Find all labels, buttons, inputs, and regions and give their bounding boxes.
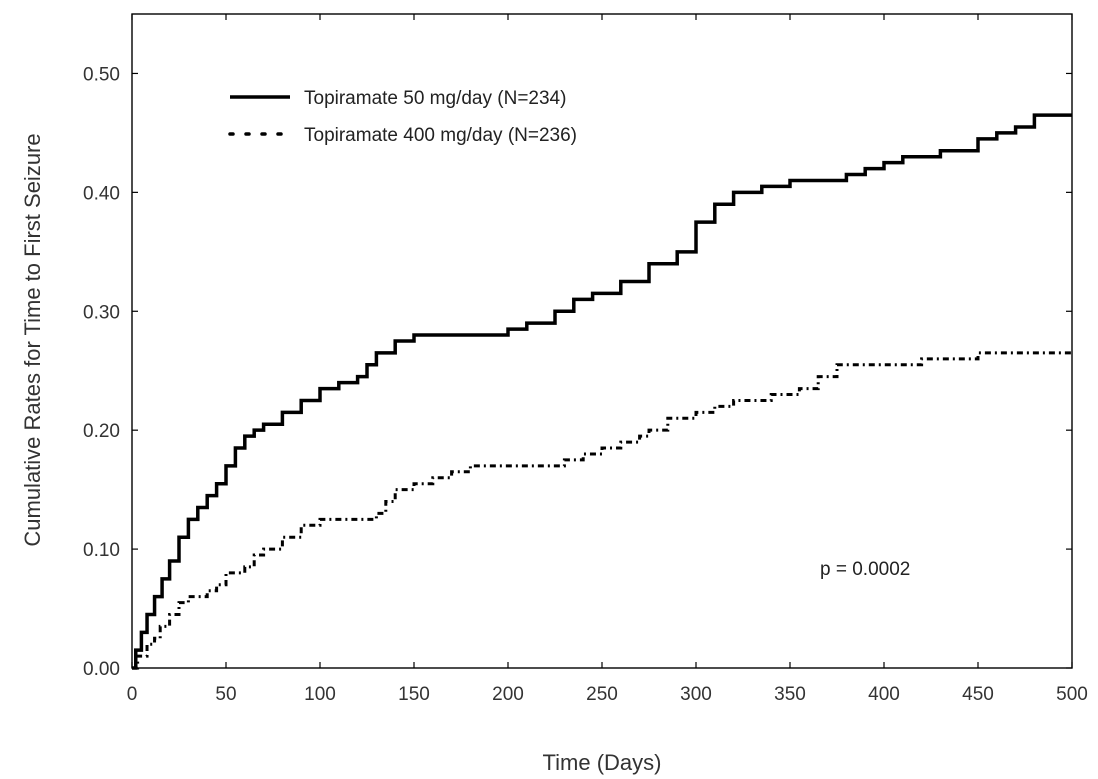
y-axis-title: Cumulative Rates for Time to First Seizu… xyxy=(20,133,45,546)
x-tick-label: 350 xyxy=(774,684,806,705)
x-tick-label: 0 xyxy=(127,684,138,705)
legend: Topiramate 50 mg/day (N=234) Topiramate … xyxy=(228,88,577,146)
y-tick-label: 0.00 xyxy=(83,659,120,680)
y-tick-label: 0.30 xyxy=(83,302,120,323)
x-tick-label: 450 xyxy=(962,684,994,705)
x-tick-label: 500 xyxy=(1056,684,1088,705)
x-axis: 0 50 100 150 200 250 300 350 400 450 500 xyxy=(127,14,1088,705)
y-tick-label: 0.10 xyxy=(83,540,120,561)
x-tick-label: 300 xyxy=(680,684,712,705)
x-tick-label: 100 xyxy=(304,684,336,705)
y-tick-label: 0.40 xyxy=(83,183,120,204)
x-tick-label: 250 xyxy=(586,684,618,705)
x-tick-label: 50 xyxy=(215,684,236,705)
x-tick-label: 400 xyxy=(868,684,900,705)
series-layer xyxy=(132,113,1072,670)
plot-frame xyxy=(131,13,1073,669)
series-line-1 xyxy=(132,113,1072,670)
y-tick-label: 0.20 xyxy=(83,421,120,442)
x-tick-label: 150 xyxy=(398,684,430,705)
y-tick-label: 0.50 xyxy=(83,64,120,85)
x-tick-label: 200 xyxy=(492,684,524,705)
x-axis-title: Time (Days) xyxy=(543,750,662,775)
series-line-2 xyxy=(132,351,1072,670)
p-value-annotation: p = 0.0002 xyxy=(820,559,910,580)
legend-label-series-1: Topiramate 50 mg/day (N=234) xyxy=(304,88,566,109)
legend-label-series-2: Topiramate 400 mg/day (N=236) xyxy=(304,125,577,146)
y-axis: 0.00 0.10 0.20 0.30 0.40 0.50 xyxy=(83,64,1072,680)
